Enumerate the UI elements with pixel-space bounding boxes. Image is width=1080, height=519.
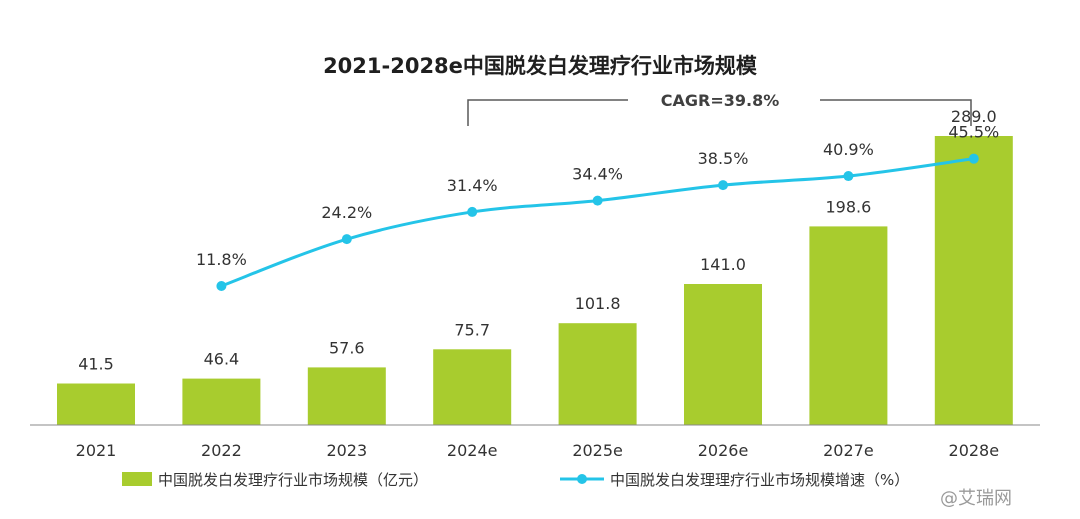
bar-value-labels: 41.5 46.4 57.6 75.7 101.8 141.0 198.6 289.0 xyxy=(78,107,997,374)
bar-value-label: 41.5 xyxy=(78,355,114,374)
bar-2021 xyxy=(57,383,135,425)
bar-2028e xyxy=(934,136,1013,425)
bar-2022 xyxy=(182,378,261,425)
x-tick-label: 2023 xyxy=(326,441,367,460)
growth-point-2026e xyxy=(718,180,728,191)
x-tick-label: 2025e xyxy=(572,441,623,460)
growth-point-2025e xyxy=(592,195,603,206)
bar-value-label: 141.0 xyxy=(700,255,746,274)
bar-value-label: 46.4 xyxy=(204,350,240,369)
x-tick-label: 2026e xyxy=(698,441,749,460)
bar-value-label: 57.6 xyxy=(329,338,365,357)
bar-value-label: 75.7 xyxy=(454,320,490,339)
bar-2027e xyxy=(809,226,888,425)
x-tick-label: 2028e xyxy=(949,441,1000,460)
x-tick-label: 2021 xyxy=(76,441,117,460)
growth-value-label: 45.5% xyxy=(948,123,999,142)
growth-value-label: 38.5% xyxy=(698,149,749,168)
watermark: @艾瑞网 xyxy=(940,488,1012,509)
growth-point-2024e xyxy=(467,206,478,217)
growth-point-2028e xyxy=(968,153,979,164)
bar-2023 xyxy=(307,367,386,425)
x-tick-label: 2027e xyxy=(823,441,874,460)
growth-value-label: 34.4% xyxy=(572,165,623,184)
growth-value-labels: 11.8% 24.2% 31.4% 34.4% 38.5% 40.9% 45.5% xyxy=(196,123,999,269)
growth-point-2022 xyxy=(216,280,227,291)
growth-value-label: 24.2% xyxy=(321,203,372,222)
bar-2024e xyxy=(433,349,512,425)
x-tick-label: 2024e xyxy=(447,441,498,460)
bar-value-label: 198.6 xyxy=(825,197,871,216)
legend-bar-swatch xyxy=(122,472,152,486)
growth-point-2023 xyxy=(341,234,352,245)
bar-value-label: 101.8 xyxy=(575,294,621,313)
legend-line-label: 中国脱发白发理理疗行业市场规模增速（%） xyxy=(610,471,909,489)
cagr-bracket-left xyxy=(467,99,628,126)
growth-value-label: 40.9% xyxy=(823,140,874,159)
growth-point-2027e xyxy=(843,171,854,182)
growth-line-series xyxy=(216,153,979,291)
bar-2025e xyxy=(558,323,637,425)
legend-line-marker xyxy=(577,474,587,484)
cagr-bracket-right xyxy=(820,99,972,126)
bar-2026e xyxy=(684,284,762,425)
cagr-annotation: CAGR=39.8% xyxy=(661,91,780,110)
chart-title: 2021-2028e中国脱发白发理疗行业市场规模 xyxy=(323,54,758,78)
growth-value-label: 11.8% xyxy=(196,250,247,269)
x-tick-label: 2022 xyxy=(201,441,242,460)
legend-bar-label: 中国脱发白发理疗行业市场规模（亿元） xyxy=(158,471,428,489)
bar-value-label: 289.0 xyxy=(951,107,997,126)
bar-series xyxy=(57,136,1013,425)
growth-value-label: 31.4% xyxy=(447,176,498,195)
x-tick-labels: 2021 2022 2023 2024e 2025e 2026e 2027e 2028e xyxy=(76,441,999,460)
